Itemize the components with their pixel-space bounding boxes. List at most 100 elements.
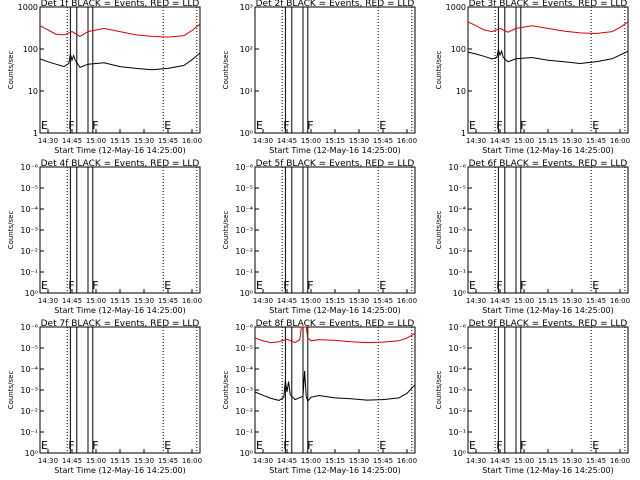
x-tick-label: 16:00	[182, 137, 202, 145]
y-tick-label: 10⁻³	[448, 226, 466, 235]
event-marker-label: F	[520, 119, 526, 132]
x-tick-label: 16:00	[610, 457, 630, 465]
y-tick-label: 1	[33, 129, 38, 138]
x-axis-label: Start Time (12-May-16 14:25:00)	[54, 146, 185, 155]
y-tick-label: 10⁻⁶	[448, 163, 466, 172]
x-tick-label: 15:30	[349, 297, 369, 305]
y-tick-label: 10⁻⁵	[235, 184, 253, 193]
event-marker-label: F	[520, 279, 526, 292]
y-tick-label: 10⁻¹	[235, 428, 253, 437]
event-marker-label: E	[164, 279, 171, 292]
x-tick-label: 14:45	[62, 137, 82, 145]
event-marker-label: E	[469, 279, 476, 292]
y-tick-label: 10⁻⁴	[235, 365, 253, 374]
x-tick-label: 15:30	[562, 457, 582, 465]
plot-frame	[467, 166, 629, 294]
y-tick-label: 10⁰	[240, 129, 253, 138]
x-tick-label: 15:15	[110, 457, 130, 465]
event-marker-label: F	[283, 119, 289, 132]
y-axis-label: Counts/sec	[435, 51, 443, 90]
x-tick-label: 15:30	[134, 137, 154, 145]
x-tick-label: 15:45	[158, 137, 178, 145]
x-tick-label: 14:45	[490, 457, 510, 465]
y-tick-label: 10⁻³	[20, 386, 38, 395]
event-marker-label: F	[307, 119, 313, 132]
y-tick-label: 10³	[240, 3, 253, 12]
y-tick-label: 10⁻⁶	[20, 163, 38, 172]
event-marker-label: E	[469, 119, 476, 132]
x-tick-label: 16:00	[182, 297, 202, 305]
event-marker-label: F	[283, 279, 289, 292]
y-tick-label: 10⁻²	[20, 407, 38, 416]
event-marker-label: E	[164, 439, 171, 452]
plot-frame	[39, 6, 201, 134]
x-tick-label: 15:00	[514, 297, 534, 305]
x-axis-label: Start Time (12-May-16 14:25:00)	[269, 146, 400, 155]
y-tick-label: 10⁰	[453, 449, 466, 458]
x-tick-label: 15:45	[586, 457, 606, 465]
x-tick-label: 16:00	[610, 297, 630, 305]
x-tick-label: 15:00	[86, 297, 106, 305]
y-tick-label: 100	[23, 45, 38, 54]
x-tick-label: 15:30	[562, 297, 582, 305]
y-tick-label: 10⁻¹	[448, 268, 466, 277]
y-tick-label: 10⁻³	[235, 226, 253, 235]
x-axis-label: Start Time (12-May-16 14:25:00)	[54, 466, 185, 475]
x-tick-label: 15:00	[86, 457, 106, 465]
x-tick-label: 14:30	[253, 297, 273, 305]
panel-title: Det 9f BLACK = Events, RED = LLD	[469, 319, 628, 329]
x-tick-label: 14:30	[466, 297, 486, 305]
y-tick-label: 10⁻⁴	[235, 205, 253, 214]
x-tick-label: 15:45	[586, 137, 606, 145]
event-marker-label: E	[469, 439, 476, 452]
y-tick-label: 1000	[446, 3, 466, 12]
x-axis-label: Start Time (12-May-16 14:25:00)	[482, 146, 613, 155]
y-tick-label: 10¹	[240, 87, 253, 96]
x-tick-label: 15:00	[301, 137, 321, 145]
y-tick-label: 10⁻³	[448, 386, 466, 395]
y-axis-label: Counts/sec	[222, 211, 230, 250]
event-marker-label: F	[68, 119, 74, 132]
x-axis-label: Start Time (12-May-16 14:25:00)	[54, 306, 185, 315]
y-tick-label: 10⁻³	[235, 386, 253, 395]
y-tick-label: 10⁰	[25, 289, 38, 298]
y-tick-label: 10⁻⁶	[235, 323, 253, 332]
x-tick-label: 16:00	[182, 457, 202, 465]
x-tick-label: 16:00	[610, 137, 630, 145]
x-tick-label: 14:45	[277, 457, 297, 465]
y-axis-label: Counts/sec	[222, 51, 230, 90]
x-tick-label: 15:15	[110, 297, 130, 305]
event-marker-label: E	[256, 119, 263, 132]
y-tick-label: 10⁰	[240, 289, 253, 298]
x-tick-label: 16:00	[397, 457, 417, 465]
lld-series-line	[39, 23, 201, 38]
x-tick-label: 15:45	[373, 137, 393, 145]
y-tick-label: 10	[28, 87, 38, 96]
x-tick-label: 14:30	[38, 137, 58, 145]
x-tick-label: 15:00	[301, 457, 321, 465]
x-tick-label: 14:30	[38, 297, 58, 305]
plot-frame	[467, 6, 629, 134]
x-tick-label: 15:15	[325, 457, 345, 465]
y-tick-label: 10⁻⁴	[20, 205, 38, 214]
panel-title: Det 2f BLACK = Events, RED = LLD	[256, 0, 415, 9]
plot-frame	[39, 166, 201, 294]
x-tick-label: 14:45	[490, 297, 510, 305]
x-tick-label: 15:15	[110, 137, 130, 145]
x-tick-label: 15:45	[373, 297, 393, 305]
plot-frame	[254, 6, 416, 134]
x-tick-label: 14:30	[253, 457, 273, 465]
panel-title: Det 7f BLACK = Events, RED = LLD	[41, 319, 200, 329]
x-tick-label: 15:00	[514, 457, 534, 465]
y-axis-label: Counts/sec	[435, 371, 443, 410]
y-tick-label: 10⁻⁴	[20, 365, 38, 374]
y-tick-label: 10⁻⁴	[448, 205, 466, 214]
events-series-line	[254, 370, 416, 402]
events-series-line	[467, 49, 629, 65]
x-tick-label: 14:30	[253, 137, 273, 145]
y-tick-label: 10⁻⁶	[20, 323, 38, 332]
x-tick-label: 14:45	[490, 137, 510, 145]
y-tick-label: 10⁻⁶	[448, 323, 466, 332]
event-marker-label: F	[92, 279, 98, 292]
